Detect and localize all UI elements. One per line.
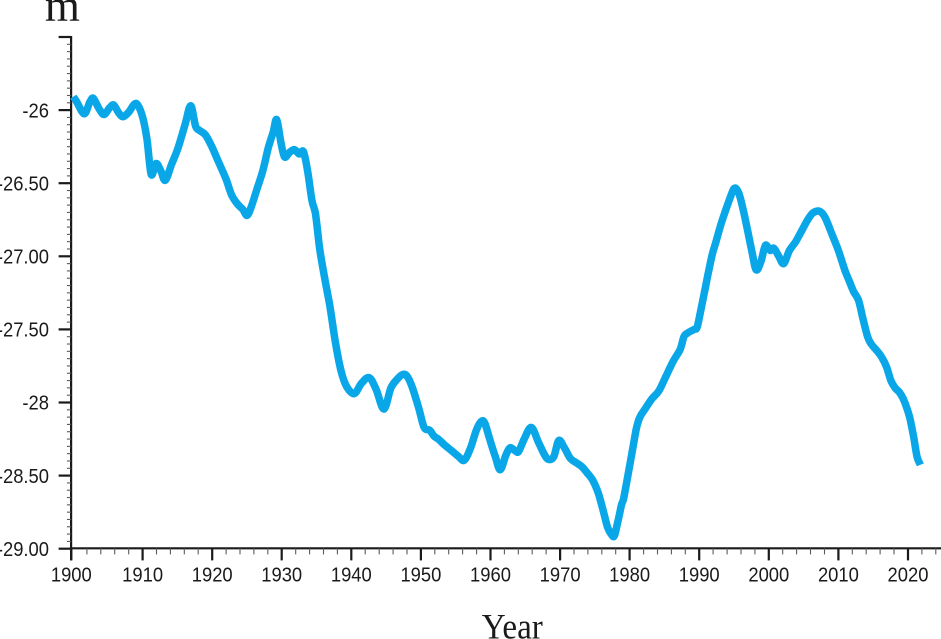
svg-text:1910: 1910 [122, 565, 163, 587]
svg-text:-28.50: -28.50 [0, 466, 49, 488]
svg-text:2020: 2020 [888, 565, 929, 587]
svg-text:2000: 2000 [748, 565, 789, 587]
svg-text:1950: 1950 [400, 565, 441, 587]
svg-text:1900: 1900 [51, 565, 92, 587]
svg-text:1930: 1930 [261, 565, 302, 587]
svg-text:-26.50: -26.50 [0, 174, 49, 196]
svg-text:-27.00: -27.00 [0, 247, 49, 269]
svg-text:1980: 1980 [609, 565, 650, 587]
svg-text:2010: 2010 [818, 565, 859, 587]
svg-text:-28: -28 [22, 393, 49, 415]
svg-text:-29.00: -29.00 [0, 539, 49, 561]
svg-text:1960: 1960 [470, 565, 511, 587]
svg-text:1920: 1920 [192, 565, 233, 587]
svg-text:-26: -26 [22, 101, 49, 123]
svg-text:1940: 1940 [331, 565, 372, 587]
svg-text:-27.50: -27.50 [0, 320, 49, 342]
svg-text:Year: Year [482, 607, 543, 639]
svg-text:1970: 1970 [540, 565, 581, 587]
svg-text:m: m [45, 0, 80, 31]
svg-text:1990: 1990 [679, 565, 720, 587]
